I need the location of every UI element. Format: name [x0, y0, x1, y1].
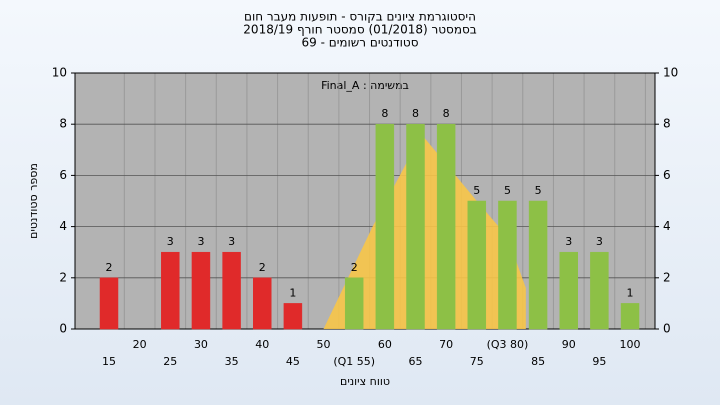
x-tick-label: 90	[562, 338, 576, 351]
x-tick-label: 40	[255, 338, 269, 351]
data-label: 1	[627, 286, 634, 299]
x-tick-label: 35	[225, 355, 239, 368]
y2-tick-label: 8	[663, 117, 671, 131]
x-tick-label: (Q3 80)	[487, 338, 529, 351]
y2-tick-label: 2	[663, 270, 671, 284]
bar	[620, 303, 640, 330]
data-label: 8	[412, 107, 419, 120]
data-label: 8	[443, 107, 450, 120]
bar	[375, 123, 395, 330]
x-tick-label: 70	[439, 338, 453, 351]
data-label: 5	[535, 184, 542, 197]
chart-subtitle: סטודנטים רשומים - 69	[301, 36, 418, 50]
y-tick-label: 6	[59, 168, 67, 182]
data-label: 2	[106, 261, 113, 274]
y2-tick-label: 0	[663, 322, 671, 336]
data-label: 1	[289, 286, 296, 299]
x-tick-label: 15	[102, 355, 116, 368]
x-tick-label: 50	[317, 338, 331, 351]
data-label: 3	[565, 235, 572, 248]
bar	[559, 251, 578, 330]
bar	[253, 277, 272, 330]
x-tick-label: 45	[286, 355, 300, 368]
x-tick-label: 85	[531, 355, 545, 368]
bar	[191, 251, 211, 330]
data-label: 2	[351, 261, 358, 274]
bar	[161, 251, 180, 330]
y-tick-label: 10	[52, 66, 67, 80]
bar	[590, 251, 609, 330]
x-axis-label: טווח ציונים	[340, 375, 390, 388]
y-tick-label: 8	[59, 117, 67, 131]
bar	[498, 200, 517, 330]
x-tick-label: 65	[409, 355, 423, 368]
bar	[99, 277, 119, 330]
y-tick-label: 2	[59, 270, 67, 284]
data-label: 2	[259, 261, 266, 274]
x-tick-label: 20	[133, 338, 147, 351]
x-tick-label: 60	[378, 338, 392, 351]
bar	[406, 123, 425, 330]
y-tick-label: 0	[59, 322, 67, 336]
x-tick-label: 30	[194, 338, 208, 351]
bar	[436, 123, 456, 330]
x-tick-label: 25	[163, 355, 177, 368]
x-tick-label: 75	[470, 355, 484, 368]
y2-tick-label: 10	[663, 66, 678, 80]
y-axis-label: מספר סטודנטים	[27, 163, 40, 239]
x-tick-label: 100	[620, 338, 641, 351]
data-label: 3	[596, 235, 603, 248]
x-tick-label: (Q1 55)	[333, 355, 375, 368]
y-tick-label: 4	[59, 219, 67, 233]
annotation: Final_A : במשימה	[321, 79, 409, 92]
data-label: 3	[197, 235, 204, 248]
chart-title: היסטוגרמת ציונים בקורס - תופעות מעבר חום	[244, 10, 476, 24]
data-label: 3	[228, 235, 235, 248]
y2-tick-label: 4	[663, 219, 671, 233]
x-tick-label: 95	[592, 355, 606, 368]
data-label: 8	[381, 107, 388, 120]
chart-subtitle: בסמסטר (01/2018) סמסטר חורף 2018/19	[243, 23, 476, 37]
bar	[467, 200, 487, 330]
bar	[222, 251, 241, 330]
data-label: 3	[167, 235, 174, 248]
bar	[344, 277, 364, 330]
y2-tick-label: 6	[663, 168, 671, 182]
data-label: 5	[473, 184, 480, 197]
bar	[528, 200, 548, 330]
bar	[283, 303, 303, 330]
data-label: 5	[504, 184, 511, 197]
